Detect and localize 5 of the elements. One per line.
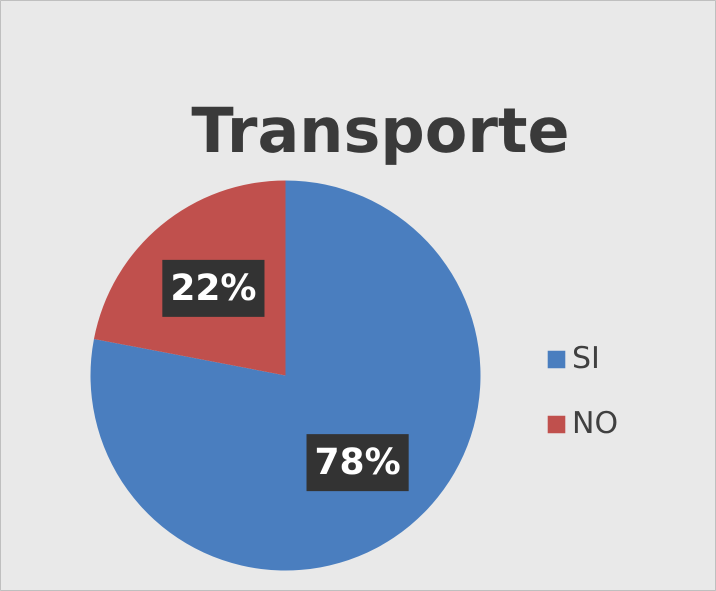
legend-label: SI: [572, 341, 600, 376]
legend-label: NO: [572, 406, 618, 441]
data-label: 78%: [314, 442, 401, 484]
chart-title: Transporte: [191, 94, 570, 167]
data-label: 22%: [170, 268, 256, 309]
